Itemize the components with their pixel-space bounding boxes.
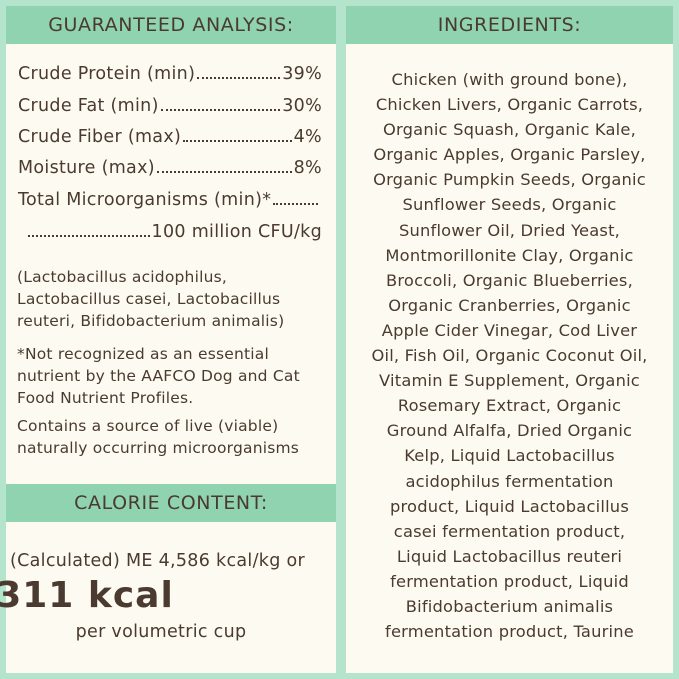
- ingredient-line: Sunflower Seeds, Organic: [402, 195, 617, 215]
- analysis-row: Crude Protein (min) 39%: [18, 64, 322, 94]
- note-line: *Not recognized as an essential: [17, 345, 269, 363]
- ingredients-list: Chicken (with ground bone), Chicken Liver…: [346, 67, 673, 644]
- note-line: naturally occurring microorganisms: [17, 439, 300, 457]
- leader: [183, 140, 292, 142]
- ingredient-line: acidophilus fermentation: [405, 471, 614, 491]
- leader: [160, 109, 281, 111]
- ingredient-line: Ground Alfalfa, Dried Organic: [386, 421, 633, 441]
- ingredient-line: Chicken Livers, Organic Carrots,: [375, 95, 644, 115]
- ingredient-line: Apple Cider Vinegar, Cod Liver: [381, 320, 638, 340]
- ingredient-line: Organic Pumpkin Seeds, Organic: [373, 170, 646, 190]
- ingredient-line: Kelp, Liquid Lactobacillus: [404, 446, 615, 466]
- note: Contains a source of live (viable) natura…: [17, 415, 299, 459]
- leader: [156, 171, 292, 173]
- right-panel: [346, 6, 673, 673]
- ingredient-line: Broccoli, Organic Blueberries,: [386, 270, 633, 290]
- note-line: Contains a source of live (viable): [17, 417, 279, 435]
- section-header: GUARANTEED ANALYSIS:: [6, 6, 336, 44]
- ingredient-line: casei fermentation product,: [393, 521, 626, 541]
- ingredient-line: Vitamin E Supplement, Organic: [379, 371, 640, 391]
- left-panel: [6, 6, 336, 673]
- row-label: Total Microorganisms (min)*: [18, 190, 272, 210]
- row-value: 39%: [282, 64, 322, 84]
- ingredient-line: fermentation product, Liquid: [390, 571, 629, 591]
- ingredient-line: Chicken (with ground bone),: [391, 70, 628, 89]
- calorie-highlight: 311 kcal: [0, 575, 174, 616]
- ingredient-line: Liquid Lactobacillus reuteri: [396, 546, 623, 566]
- section-header: CALORIE CONTENT:: [6, 484, 336, 522]
- leader: [28, 235, 150, 237]
- ingredient-line: Rosemary Extract, Organic: [397, 396, 622, 416]
- analysis-row: Moisture (max) 8%: [18, 158, 322, 188]
- analysis-row: Total Microorganisms (min)*: [18, 190, 320, 220]
- row-label: Crude Protein (min): [18, 64, 196, 84]
- ingredient-line: Organic Cranberries, Organic: [388, 295, 631, 315]
- row-value: 8%: [293, 158, 322, 178]
- row-label: Crude Fat (min): [18, 96, 159, 116]
- ingredient-line: Montmorillonite Clay, Organic: [385, 245, 634, 265]
- ingredient-line: fermentation product, Taurine: [385, 622, 634, 642]
- ingredient-line: Organic Squash, Organic Kale,: [382, 120, 636, 140]
- ingredient-line: product, Liquid Lactobacillus: [389, 496, 630, 516]
- note: *Not recognized as an essential nutrient …: [17, 343, 300, 409]
- ingredient-line: Organic Apples, Organic Parsley,: [373, 145, 646, 165]
- calorie-line: per volumetric cup: [75, 622, 247, 642]
- ingredient-line: Oil, Fish Oil, Organic Coconut Oil,: [371, 346, 648, 366]
- note-line: Lactobacillus casei, Lactobacillus: [17, 290, 281, 308]
- note-line: (Lactobacillus acidophilus,: [17, 268, 228, 286]
- note-line: Food Nutrient Profiles.: [17, 389, 194, 407]
- leader: [273, 203, 318, 205]
- row-value: 4%: [293, 127, 322, 147]
- row-value: 30%: [282, 96, 322, 116]
- section-header: INGREDIENTS:: [346, 6, 673, 44]
- note-line: reuteri, Bifidobacterium animalis): [17, 312, 285, 330]
- leader: [197, 77, 281, 79]
- note-line: nutrient by the AAFCO Dog and Cat: [17, 367, 300, 385]
- analysis-row: Crude Fat (min) 30%: [18, 96, 322, 126]
- calorie-line: (Calculated) ME 4,586 kcal/kg or: [10, 551, 305, 571]
- analysis-row: 100 million CFU/kg: [26, 222, 322, 252]
- row-label: Moisture (max): [18, 158, 155, 178]
- row-value: 100 million CFU/kg: [151, 222, 322, 242]
- analysis-row: Crude Fiber (max) 4%: [18, 127, 322, 157]
- note: (Lactobacillus acidophilus, Lactobacillus…: [17, 266, 284, 332]
- row-label: Crude Fiber (max): [18, 127, 182, 147]
- ingredient-line: Bifidobacterium animalis: [405, 596, 614, 616]
- ingredient-line: Sunflower Oil, Dried Yeast,: [398, 220, 621, 240]
